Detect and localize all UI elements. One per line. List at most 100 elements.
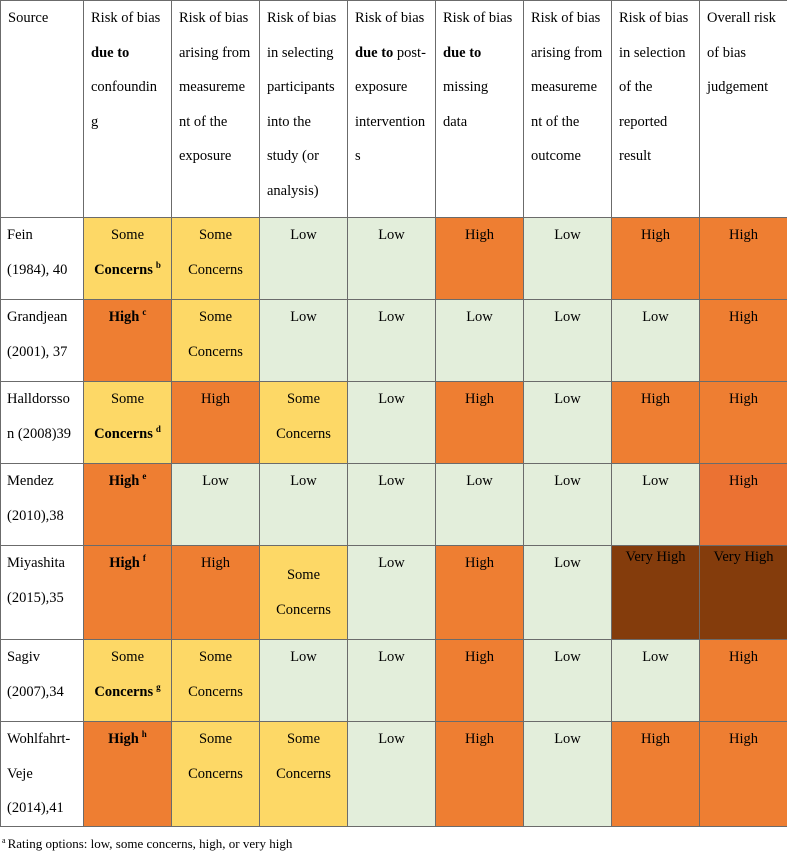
rating-text: Low (378, 391, 405, 407)
rating-text: High (465, 227, 494, 243)
rating-label: Concerns (173, 675, 259, 710)
rating-cell: Low (523, 381, 612, 464)
header-row: Source Risk of bias due to confoundin g Risk … (0, 0, 787, 218)
rating-label: Some (173, 301, 259, 335)
rating-cell: Low (347, 721, 436, 827)
rating-text: High (108, 731, 139, 747)
rating-cell: High (699, 463, 787, 546)
source-cell: Mendez (2010),38 (0, 463, 84, 546)
table-row: Halldorsso n (2008)39 Some Concerns d High Som… (0, 381, 787, 464)
rating-text: High (465, 731, 494, 747)
rating-label: Concerns (173, 757, 259, 792)
rating-label: High (437, 547, 523, 581)
source-cell: Fein (1984), 40 (0, 217, 84, 300)
header-line: exposure (355, 79, 408, 95)
table-body: Fein (1984), 40 Some Concerns b Some Concerns L… (0, 217, 787, 827)
rating-label: High c (85, 301, 171, 335)
rating-text: Some (286, 567, 321, 583)
column-header-7: Risk of bias in selection of the reported re… (611, 0, 700, 218)
rating-label: Low (525, 383, 611, 417)
source-line: (2015),35 (7, 589, 64, 606)
rating-text: Some (198, 731, 233, 747)
rating-label: Some (85, 383, 171, 417)
rating-label: Concerns (261, 593, 347, 628)
header-line: arising from (531, 44, 603, 61)
rating-label: Concerns d (85, 417, 171, 452)
rating-cell: Low (435, 299, 524, 382)
rating-cell: Low (611, 639, 700, 722)
rating-cell: Some Concerns (171, 721, 260, 827)
rating-text: Concerns (188, 261, 243, 278)
rating-text: High (729, 473, 758, 489)
rating-label: Low (613, 641, 699, 675)
rating-text: High (108, 309, 140, 325)
rating-label: Very High (701, 547, 787, 569)
rating-text: Concerns (94, 425, 153, 442)
header-line: due to post- (355, 44, 426, 61)
source-line: Wohlfahrt- (7, 731, 71, 747)
rating-label: Low (261, 301, 347, 335)
source-line: Grandjean (7, 309, 68, 325)
footnote-ref: h (141, 729, 147, 740)
rating-text: Low (554, 649, 581, 665)
rating-text: Very High (625, 549, 686, 565)
rating-text: Some (286, 391, 321, 407)
rating-label: Concerns (173, 335, 259, 370)
rating-label: High (613, 383, 699, 417)
source-line: n (2008)39 (7, 425, 72, 442)
rating-cell: Low (347, 463, 436, 546)
rating-text: Concerns (94, 261, 153, 278)
rating-cell: High (699, 721, 787, 827)
header-line: Risk of bias (179, 10, 249, 26)
column-header-8: Overall risk of bias judgement (699, 0, 787, 218)
rating-cell: High f (83, 545, 172, 640)
header-line: outcome (531, 148, 581, 164)
footnote-ref: g (156, 681, 161, 692)
rating-text: Low (554, 309, 581, 325)
header-line: Risk of bias (355, 10, 425, 26)
header-line: nt of the (179, 113, 228, 130)
rating-label: Low (525, 641, 611, 675)
rating-text: Low (378, 649, 405, 665)
rating-label: High (701, 722, 787, 756)
rating-text: Low (290, 227, 317, 243)
column-header-4: Risk of bias due to post-exposure interven… (347, 0, 436, 218)
rating-label: Low (349, 465, 435, 499)
source-line: Mendez (7, 473, 54, 489)
rating-text: Very High (713, 549, 774, 565)
rating-text: Low (554, 731, 581, 747)
rating-text: High (729, 391, 758, 407)
rating-label: Concerns (261, 757, 347, 792)
header-line: Source (8, 10, 49, 26)
rating-text: Low (290, 473, 317, 489)
rating-label: High h (85, 722, 171, 756)
rating-label: Low (349, 722, 435, 756)
column-header-1: Risk of bias due to confoundin g (83, 0, 172, 218)
rating-text: Some (198, 649, 233, 665)
source-line: Halldorsso (7, 391, 70, 407)
header-line: due to (443, 44, 482, 61)
footnote-text: Rating options: low, some concerns, high… (7, 836, 293, 851)
rating-label: Low (525, 301, 611, 335)
rating-cell: High (699, 639, 787, 722)
rating-cell: Low (259, 463, 348, 546)
rating-label: Low (261, 641, 347, 675)
column-header-3: Risk of bias in selecting participants into… (259, 0, 348, 218)
rating-cell: Some Concerns g (83, 639, 172, 722)
rating-cell: Low (611, 299, 700, 382)
header-line: arising from (179, 44, 251, 61)
rating-label: Some (261, 383, 347, 417)
rating-text: Low (290, 309, 317, 325)
rating-text: High (729, 731, 758, 747)
source-line: (2014),41 (7, 800, 64, 816)
rating-label: Concerns (261, 417, 347, 452)
rating-text: Low (378, 555, 405, 571)
header-line: in selection (619, 44, 686, 61)
rating-cell: Low (347, 217, 436, 300)
source-cell: Sagiv (2007),34 (0, 639, 84, 722)
header-line: reported (619, 113, 668, 130)
rating-label: Low (525, 547, 611, 581)
header-line: nt of the (531, 113, 580, 130)
rating-text: Low (554, 555, 581, 571)
rating-label: Low (613, 465, 699, 499)
